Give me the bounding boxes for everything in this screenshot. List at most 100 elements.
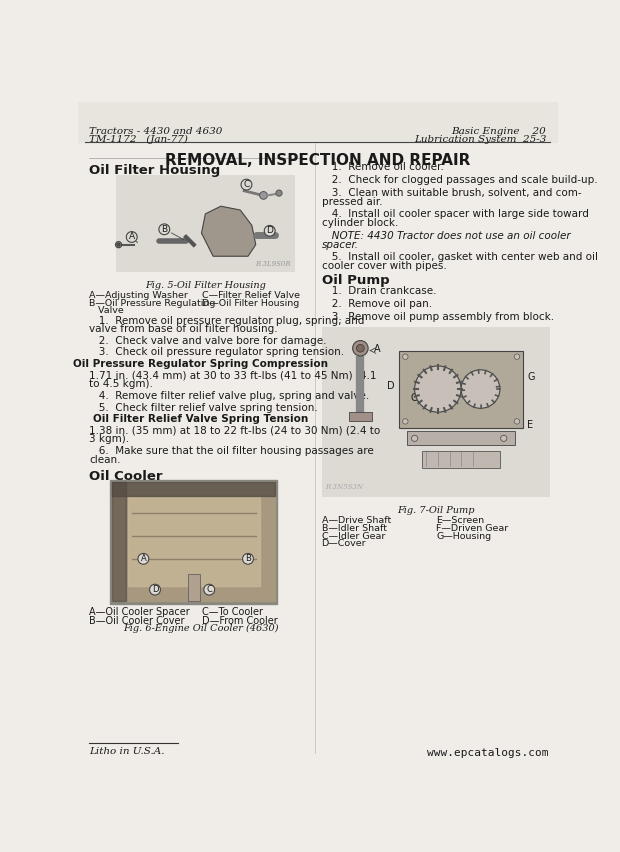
Text: A—Oil Cooler Spacer: A—Oil Cooler Spacer [89, 607, 190, 618]
Text: clean.: clean. [89, 455, 121, 465]
Text: G—Housing: G—Housing [436, 532, 492, 540]
Bar [128, 498, 260, 586]
Text: 5.  Check filter relief valve spring tension.: 5. Check filter relief valve spring tens… [89, 402, 318, 412]
Text: Oil Filter Relief Valve Spring Tension: Oil Filter Relief Valve Spring Tension [93, 414, 308, 424]
Text: Fig. 7-Oil Pump: Fig. 7-Oil Pump [397, 506, 475, 515]
Text: C—Filter Relief Valve: C—Filter Relief Valve [202, 291, 299, 300]
Bar [117, 176, 294, 272]
Circle shape [412, 435, 418, 441]
Text: A: A [129, 233, 135, 241]
Text: Litho in U.S.A.: Litho in U.S.A. [89, 747, 165, 757]
Circle shape [204, 584, 215, 595]
Text: C: C [206, 585, 212, 594]
Text: Basic Engine    20: Basic Engine 20 [451, 127, 546, 135]
Text: B: B [245, 555, 251, 563]
Text: Oil Filter Housing: Oil Filter Housing [89, 164, 220, 177]
Text: D—Oil Filter Housing: D—Oil Filter Housing [202, 298, 299, 308]
Text: F: F [483, 375, 489, 385]
Text: A: A [374, 344, 381, 354]
Text: 4.  Install oil cooler spacer with large side toward: 4. Install oil cooler spacer with large … [322, 210, 588, 219]
Text: C: C [243, 180, 250, 189]
Text: 1.  Remove oil cooler.: 1. Remove oil cooler. [322, 162, 443, 172]
Text: 3.  Remove oil pump assembly from block.: 3. Remove oil pump assembly from block. [322, 312, 554, 322]
Text: REMOVAL, INSPECTION AND REPAIR: REMOVAL, INSPECTION AND REPAIR [165, 153, 471, 168]
Circle shape [260, 192, 267, 199]
Bar [348, 412, 372, 422]
Text: 3.  Clean with suitable brush, solvent, and com-: 3. Clean with suitable brush, solvent, a… [322, 187, 582, 198]
Text: B—Oil Cooler Cover: B—Oil Cooler Cover [89, 616, 185, 626]
Text: D—Cover: D—Cover [322, 539, 366, 548]
Bar [112, 482, 275, 602]
Text: Oil Cooler: Oil Cooler [89, 469, 162, 482]
Text: C—Idler Gear: C—Idler Gear [322, 532, 385, 540]
Circle shape [159, 224, 170, 234]
Text: 1.  Drain crankcase.: 1. Drain crankcase. [322, 286, 436, 296]
Bar [399, 350, 523, 428]
Bar [110, 480, 278, 603]
Bar [112, 482, 126, 602]
Text: D: D [152, 585, 158, 594]
Circle shape [138, 554, 149, 564]
Text: D—From Cooler: D—From Cooler [202, 616, 277, 626]
Circle shape [402, 354, 408, 360]
Text: D: D [266, 227, 273, 235]
Circle shape [117, 243, 120, 246]
Circle shape [415, 366, 461, 412]
Circle shape [241, 179, 252, 190]
Circle shape [242, 554, 254, 564]
Text: Tractors - 4430 and 4630: Tractors - 4430 and 4630 [89, 127, 223, 135]
Text: 2.  Remove oil pan.: 2. Remove oil pan. [322, 299, 432, 309]
Text: Valve: Valve [89, 306, 124, 315]
Text: B: B [161, 225, 167, 233]
Text: Lubrication System  25-3: Lubrication System 25-3 [414, 135, 546, 144]
Text: cooler cover with pipes.: cooler cover with pipes. [322, 262, 446, 271]
Bar [187, 574, 200, 602]
Text: Oil Pressure Regulator Spring Compression: Oil Pressure Regulator Spring Compressio… [73, 359, 328, 369]
Text: A: A [141, 555, 146, 563]
Text: to 4.5 kgm).: to 4.5 kgm). [89, 379, 153, 389]
Text: C: C [410, 393, 417, 403]
Text: spacer.: spacer. [322, 239, 358, 250]
Text: R 3N5S3N: R 3N5S3N [326, 483, 363, 491]
Text: 1.38 in. (35 mm) at 18 to 22 ft-lbs (24 to 30 Nm) (2.4 to: 1.38 in. (35 mm) at 18 to 22 ft-lbs (24 … [89, 426, 381, 435]
Text: A—Drive Shaft: A—Drive Shaft [322, 516, 391, 525]
Bar [322, 327, 551, 497]
Text: Fig. 6-Engine Oil Cooler (4630): Fig. 6-Engine Oil Cooler (4630) [123, 625, 278, 633]
Circle shape [402, 418, 408, 424]
Text: 5.  Install oil cooler, gasket with center web and oil: 5. Install oil cooler, gasket with cente… [322, 252, 598, 262]
Text: R 3L9S0R: R 3L9S0R [255, 260, 291, 268]
Text: Fig. 5-Oil Filter Housing: Fig. 5-Oil Filter Housing [145, 281, 266, 290]
Bar [407, 431, 515, 446]
Circle shape [126, 232, 137, 242]
Text: 1.  Remove oil pressure regulator plug, spring, and: 1. Remove oil pressure regulator plug, s… [89, 315, 365, 325]
Text: E—Screen: E—Screen [436, 516, 484, 525]
Polygon shape [202, 206, 255, 256]
Circle shape [514, 418, 520, 424]
Text: 3 kgm).: 3 kgm). [89, 435, 129, 445]
Text: Oil Pump: Oil Pump [322, 274, 389, 287]
Text: www.epcatalogs.com: www.epcatalogs.com [427, 747, 549, 757]
Text: valve from base of oil filter housing.: valve from base of oil filter housing. [89, 325, 278, 334]
Text: 6.  Make sure that the oil filter housing passages are: 6. Make sure that the oil filter housing… [89, 446, 374, 456]
Circle shape [353, 341, 368, 356]
Text: B—Oil Pressure Regulating: B—Oil Pressure Regulating [89, 298, 216, 308]
Text: 3.  Check oil pressure regulator spring tension.: 3. Check oil pressure regulator spring t… [89, 348, 344, 358]
Text: C—To Cooler: C—To Cooler [202, 607, 262, 618]
Circle shape [461, 370, 500, 408]
Text: A—Adjusting Washer: A—Adjusting Washer [89, 291, 188, 300]
Text: B—Idler Shaft: B—Idler Shaft [322, 524, 387, 532]
Circle shape [356, 344, 365, 352]
Circle shape [276, 190, 282, 196]
Circle shape [514, 354, 520, 360]
Circle shape [149, 584, 161, 595]
Bar [112, 482, 275, 496]
Text: cylinder block.: cylinder block. [322, 218, 398, 228]
Text: D: D [388, 381, 395, 391]
Text: B: B [428, 375, 435, 385]
Text: 1.71 in. (43.4 mm) at 30 to 33 ft-lbs (41 to 45 Nm) (4.1: 1.71 in. (43.4 mm) at 30 to 33 ft-lbs (4… [89, 371, 376, 381]
Text: 2.  Check for clogged passages and scale build-up.: 2. Check for clogged passages and scale … [322, 175, 597, 185]
Text: NOTE: 4430 Tractor does not use an oil cooler: NOTE: 4430 Tractor does not use an oil c… [322, 231, 570, 241]
Bar [78, 102, 558, 142]
Text: 2.  Check valve and valve bore for damage.: 2. Check valve and valve bore for damage… [89, 336, 327, 346]
Text: F—Driven Gear: F—Driven Gear [436, 524, 508, 532]
